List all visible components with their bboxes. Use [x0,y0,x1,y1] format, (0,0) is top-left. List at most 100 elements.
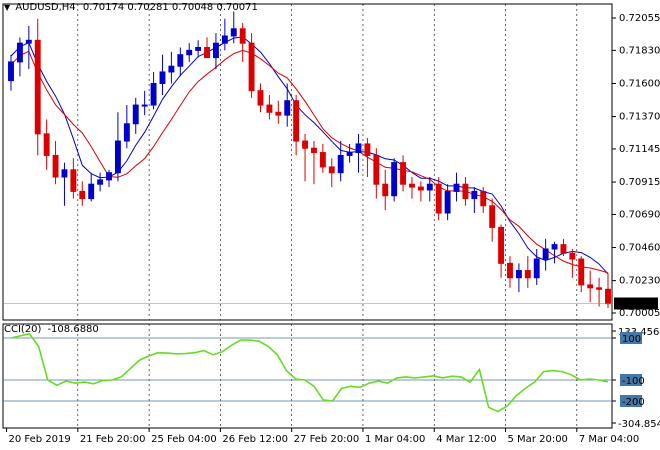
candle-body [551,244,558,250]
candle-body [221,35,228,44]
candle-body [204,47,210,59]
candle-body [293,100,300,142]
high-price: 0.70281 [127,2,169,13]
price-ytick-label: 0.71600 [619,78,660,89]
cci-line [10,332,609,413]
symbol-timeframe: AUDUSD,H4 [15,2,76,13]
candle-body [159,71,166,84]
candle-body [471,190,478,200]
candle-body [186,49,193,56]
open-price: 0.70174 [82,2,125,13]
chart-header: ▼ AUDUSD,H4 0.70174 0.70281 0.70048 0.70… [4,2,258,13]
candle-body [542,248,549,260]
price-ytick-label: 0.70005 [619,308,660,319]
xtick-label: 5 Mar 20:00 [508,434,568,445]
ma-fast-line [10,36,609,275]
cci-ytick-label: 100 [622,334,641,345]
candle-body [52,154,59,178]
candle-body [453,183,460,192]
xtick-label: 1 Mar 04:00 [365,434,425,445]
candle-body [43,133,50,156]
candle-body [61,169,68,178]
xtick-label: 4 Mar 12:00 [436,434,496,445]
candle-body [34,39,41,135]
xtick-label: 26 Feb 12:00 [222,434,288,445]
candle-body [328,166,335,174]
candle-body [435,183,442,214]
candle-body [8,61,14,82]
candle-body [123,123,130,142]
candle-body [426,183,433,191]
low-price: 0.70048 [171,2,214,13]
ma-slow-line [10,49,609,274]
cci-level-tag [620,374,642,387]
candle-body [257,90,264,106]
candle-body [382,183,389,197]
cci-level-tag [620,332,642,345]
candle-body [79,190,86,200]
candle-body [319,152,326,168]
candle-body [337,154,344,174]
candle-body [230,28,237,37]
dropdown-triangle-icon[interactable]: ▼ [4,3,11,12]
xtick-label: 27 Feb 20:00 [294,434,360,445]
candle-body [409,183,415,188]
cci-ytick-label: -200 [622,397,645,408]
candle-body [25,39,32,44]
candle-body [114,140,121,174]
candle-body [16,42,23,63]
price-ytick-label: 0.70690 [619,209,660,220]
current-price-tag [614,297,658,310]
candle-body [88,183,95,200]
candle-body [489,205,496,228]
candle-body [480,190,487,207]
price-ytick-label: 0.71830 [619,45,660,56]
cci-level-tag [620,394,642,407]
candle-body [150,82,157,106]
candle-body [141,104,148,107]
candle-body [524,270,531,279]
candle-body [417,186,424,191]
cci-ytick-label: -100 [622,376,645,387]
price-ytick-label: 0.70915 [619,177,660,188]
candle-body [302,140,308,149]
candle-body [533,258,540,279]
price-ytick-label: 0.72055 [619,13,660,24]
candle-body [498,226,505,264]
price-panel-frame [2,3,613,321]
candle-body [311,147,317,154]
cci-label: CCI(20) -108.6880 [4,324,105,335]
candle-body [177,54,184,67]
candle-body [248,42,255,92]
candle-body [596,287,603,290]
price-ytick-label: 0.70230 [619,276,660,287]
candle-body [515,270,522,279]
current-price-label: 0.70071 [617,300,658,311]
candle-body [507,262,513,279]
candle-body [569,252,576,260]
price-ytick-label: 0.71370 [619,112,660,123]
candle-body [284,100,291,116]
xtick-label: 7 Mar 04:00 [579,434,639,445]
candle-body [106,172,112,181]
candle-body [266,104,273,113]
candle-body [97,179,104,185]
candle-body [195,47,202,51]
candle-body [373,154,380,185]
candle-body [275,111,282,116]
candle-body [355,143,362,154]
candle-body [560,244,567,254]
candle-body [605,288,611,305]
cci-name: CCI(20) [4,324,42,335]
candle-body [444,190,451,214]
candle-body [212,42,219,59]
candle-body [587,284,594,289]
candle-body [346,152,353,156]
candle-body [70,169,77,192]
candle-body [168,65,175,73]
candle-body [239,28,246,44]
candle-body [400,162,407,185]
cci-value: -108.6880 [47,324,99,335]
